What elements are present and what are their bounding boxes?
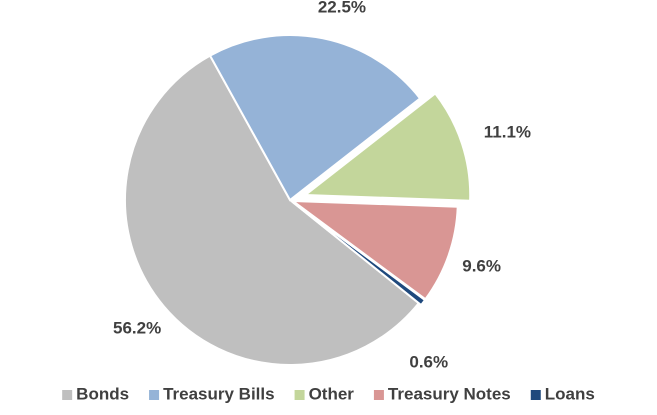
data-label: 9.6% <box>462 256 501 275</box>
pie-slice <box>208 34 422 202</box>
legend-label: Other <box>309 384 355 403</box>
legend-label: Treasury Notes <box>388 384 511 403</box>
legend-swatch <box>373 390 384 400</box>
data-label: 56.2% <box>113 318 161 337</box>
data-label: 22.5% <box>318 0 366 17</box>
legend-swatch <box>149 390 160 400</box>
pie-slice <box>124 54 421 366</box>
legend-label: Treasury Bills <box>163 384 275 403</box>
legend-label: Bonds <box>76 384 129 403</box>
pie-slice <box>289 199 459 301</box>
legend-swatch <box>294 390 305 400</box>
data-label: 11.1% <box>484 123 531 142</box>
pie-slice <box>302 92 472 202</box>
pie-slice <box>291 201 427 307</box>
data-label: 0.6% <box>409 353 448 372</box>
legend-swatch <box>530 390 541 400</box>
legend-swatch <box>62 390 73 400</box>
legend-label: Loans <box>545 384 595 403</box>
